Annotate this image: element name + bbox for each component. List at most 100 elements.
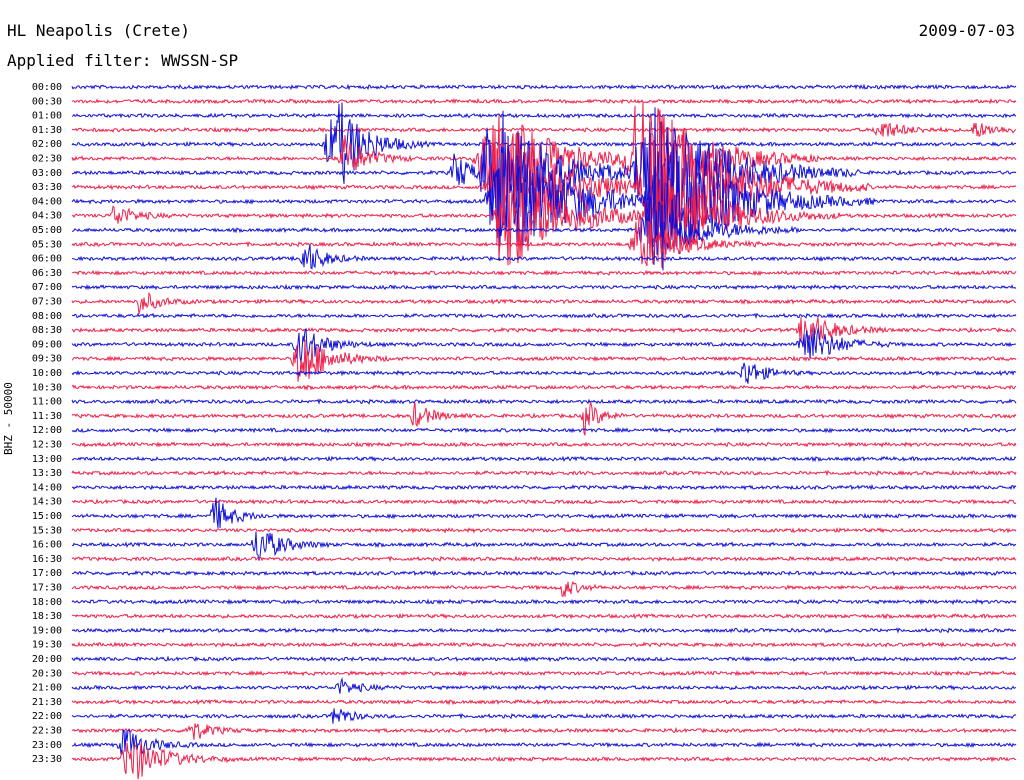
seismic-trace-line — [71, 213, 1017, 267]
seismic-trace-line — [71, 655, 1017, 663]
seismic-trace-line — [71, 531, 1017, 561]
seismic-trace-line — [71, 497, 1017, 528]
seismic-trace-line — [71, 107, 1017, 250]
seismic-trace-line — [71, 339, 1017, 382]
time-tick-label: 07:30 — [32, 297, 62, 308]
time-tick-label: 21:30 — [32, 697, 62, 708]
time-tick-label: 20:00 — [32, 654, 62, 665]
time-tick-label: 12:00 — [32, 425, 62, 436]
seismic-trace-line — [71, 426, 1017, 434]
seismic-trace-line — [71, 723, 1017, 740]
seismic-trace-line — [71, 641, 1017, 648]
seismic-trace-line — [71, 283, 1017, 291]
seismic-trace-line — [71, 83, 1017, 91]
time-tick-label: 08:00 — [32, 311, 62, 322]
seismic-trace-line — [71, 112, 1017, 119]
time-tick-label: 23:00 — [32, 740, 62, 751]
time-tick-label: 09:30 — [32, 354, 62, 365]
time-tick-label: 18:00 — [32, 597, 62, 608]
time-tick-label: 14:00 — [32, 482, 62, 493]
time-tick-label: 19:00 — [32, 625, 62, 636]
seismic-trace-line — [71, 555, 1017, 563]
time-tick-label: 04:00 — [32, 196, 62, 207]
seismic-trace-line — [71, 165, 1017, 266]
seismic-trace-line — [71, 612, 1017, 620]
seismic-trace-line — [71, 627, 1017, 634]
seismic-trace-line — [71, 244, 1017, 270]
seismic-trace-line — [71, 145, 1017, 271]
time-tick-label: 00:30 — [32, 96, 62, 107]
time-tick-label: 11:00 — [32, 397, 62, 408]
time-tick-label: 06:30 — [32, 268, 62, 279]
time-tick-label: 10:30 — [32, 382, 62, 393]
time-tick-label: 20:30 — [32, 668, 62, 679]
time-tick-label: 02:00 — [32, 139, 62, 150]
seismic-trace-line — [71, 677, 1017, 694]
seismic-trace-line — [71, 102, 1017, 184]
seismic-trace-line — [71, 312, 1017, 320]
time-tick-label: 17:30 — [32, 583, 62, 594]
time-tick-label: 00:00 — [32, 82, 62, 93]
time-tick-label: 06:00 — [32, 254, 62, 265]
seismic-trace-line — [72, 194, 1017, 265]
time-tick-label: 01:00 — [32, 111, 62, 122]
time-tick-label: 10:00 — [32, 368, 62, 379]
time-tick-label: 16:30 — [32, 554, 62, 565]
seismic-trace-line — [71, 398, 1017, 405]
seismic-trace-line — [71, 669, 1017, 677]
time-tick-label: 17:00 — [32, 568, 62, 579]
time-tick-labels: 00:00 00:30 01:00 01:30 02:00 02:30 03:00 03:30… — [32, 82, 62, 765]
time-tick-label: 19:30 — [32, 640, 62, 651]
seismic-trace-line — [71, 469, 1017, 477]
time-tick-label: 21:00 — [32, 683, 62, 694]
station-title: HL Neapolis (Crete) — [7, 21, 191, 40]
seismic-trace-line — [71, 269, 1017, 277]
time-tick-label: 03:00 — [32, 168, 62, 179]
seismic-trace-line — [71, 527, 1017, 534]
seismic-trace-line — [71, 97, 1017, 105]
time-tick-label: 18:30 — [32, 611, 62, 622]
time-tick-label: 14:30 — [32, 497, 62, 508]
seismic-trace-line — [71, 384, 1017, 391]
time-tick-label: 12:30 — [32, 440, 62, 451]
time-tick-label: 01:30 — [32, 125, 62, 136]
seismic-trace-line — [71, 455, 1017, 463]
time-tick-label: 22:30 — [32, 726, 62, 737]
time-tick-label: 09:00 — [32, 339, 62, 350]
seismic-trace-line — [71, 484, 1017, 491]
time-tick-label: 08:30 — [32, 325, 62, 336]
time-tick-label: 22:00 — [32, 711, 62, 722]
seismic-trace-line — [71, 101, 1017, 215]
time-tick-label: 23:30 — [32, 754, 62, 765]
time-tick-label: 07:00 — [32, 282, 62, 293]
seismic-trace-line — [71, 327, 1017, 364]
seismic-trace-line — [71, 401, 1017, 436]
seismic-trace-line — [72, 729, 1017, 755]
seismic-trace-line — [71, 441, 1017, 448]
seismic-trace-line — [71, 580, 1017, 597]
time-tick-label: 04:30 — [32, 211, 62, 222]
seismic-trace-line — [71, 498, 1017, 505]
seismic-trace-line — [71, 317, 1017, 346]
seismic-trace-line — [71, 362, 1017, 384]
seismic-trace-line — [71, 708, 1017, 724]
time-tick-label: 03:30 — [32, 182, 62, 193]
time-tick-label: 15:30 — [32, 525, 62, 536]
date-label: 2009-07-03 — [918, 21, 1015, 40]
time-tick-label: 02:30 — [32, 154, 62, 165]
time-tick-label: 11:30 — [32, 411, 62, 422]
seismic-trace-line — [71, 569, 1017, 577]
seismic-trace-line — [71, 698, 1017, 706]
seismic-trace-line — [71, 291, 1017, 315]
time-tick-label: 13:00 — [32, 454, 62, 465]
seismic-traces — [71, 83, 1017, 780]
time-tick-label: 15:00 — [32, 511, 62, 522]
seismic-trace-line — [71, 598, 1017, 606]
time-tick-label: 05:00 — [32, 225, 62, 236]
time-tick-label: 16:00 — [32, 540, 62, 551]
seismic-trace-line — [71, 122, 1017, 137]
time-tick-label: 13:30 — [32, 468, 62, 479]
seismic-trace-line — [71, 742, 1017, 780]
time-tick-label: 05:30 — [32, 239, 62, 250]
